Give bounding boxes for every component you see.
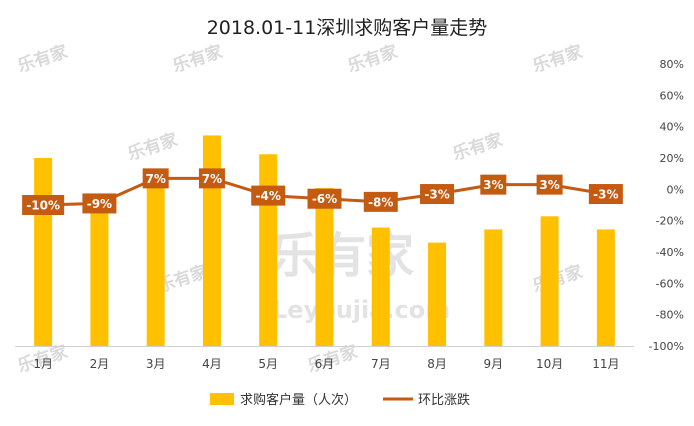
x-tick-label: 3月 bbox=[146, 357, 166, 371]
y-tick-label: 0% bbox=[667, 183, 684, 196]
data-label: -10% bbox=[26, 199, 60, 213]
watermark-logo: 乐有家 bbox=[125, 129, 180, 165]
chart-title: 2018.01-11深圳求购客户量走势 bbox=[207, 17, 488, 39]
data-label-box bbox=[82, 193, 117, 214]
x-tick-label: 1月 bbox=[33, 357, 53, 371]
bar bbox=[484, 229, 503, 346]
data-label: -3% bbox=[424, 188, 449, 202]
y-tick-label: 20% bbox=[660, 152, 684, 165]
data-label: -8% bbox=[368, 195, 393, 209]
data-label: -6% bbox=[312, 192, 337, 206]
data-label-box bbox=[588, 184, 623, 205]
legend-label-bar: 求购客户量（人次） bbox=[240, 392, 357, 408]
data-label: -9% bbox=[87, 197, 112, 211]
data-label-box bbox=[363, 191, 398, 212]
data-label: -4% bbox=[256, 189, 281, 203]
data-label: 7% bbox=[145, 172, 165, 186]
data-label-box bbox=[251, 185, 286, 206]
watermark-logo: 乐有家 bbox=[345, 41, 400, 77]
legend-swatch-bar bbox=[210, 393, 234, 405]
x-tick-label: 2月 bbox=[90, 357, 110, 371]
watermark-url: Leyoujia.com bbox=[272, 296, 450, 324]
bar bbox=[90, 203, 109, 346]
y-tick-label: -20% bbox=[656, 215, 684, 228]
line-series: -10% -9% 7% 7% -4% -6% -8% -3% 3% 3% -3% bbox=[22, 168, 623, 215]
bar bbox=[428, 242, 447, 346]
bar bbox=[202, 135, 221, 346]
x-tick-label: 5月 bbox=[258, 357, 278, 371]
bar bbox=[34, 158, 53, 346]
bar bbox=[540, 216, 559, 346]
data-label-box bbox=[420, 184, 455, 205]
y-tick-label: -80% bbox=[656, 309, 684, 322]
watermark-logo: 乐有家 bbox=[170, 41, 225, 77]
watermark-logo: 乐有家 bbox=[450, 129, 505, 165]
x-tick-label: 11月 bbox=[592, 357, 619, 371]
x-tick-label: 6月 bbox=[315, 357, 335, 371]
x-tick-label: 10月 bbox=[536, 357, 563, 371]
x-tick-label: 9月 bbox=[483, 357, 503, 371]
data-label-box bbox=[536, 174, 563, 195]
bar bbox=[315, 188, 334, 346]
y-tick-label: -100% bbox=[649, 340, 684, 353]
data-label: -3% bbox=[593, 188, 618, 202]
y-tick-label: -60% bbox=[656, 277, 684, 290]
bar bbox=[596, 229, 615, 346]
category-labels: 1月 2月 3月 4月 5月 6月 7月 8月 9月 10月 11月 bbox=[33, 357, 619, 371]
bar bbox=[259, 154, 278, 346]
watermark-logo: 乐有家 bbox=[15, 41, 70, 77]
y-tick-label: 60% bbox=[660, 89, 684, 102]
watermark-logo: 乐有家 bbox=[530, 41, 585, 77]
watermark-logo-large: 乐有家 bbox=[270, 228, 414, 284]
bar bbox=[146, 169, 165, 346]
y-tick-label: 40% bbox=[660, 121, 684, 134]
data-label: 7% bbox=[202, 172, 222, 186]
bar bbox=[371, 227, 390, 346]
right-axis-ticks: 80% 60% 40% 20% 0% -20% -40% -60% -80% -100% bbox=[649, 58, 684, 353]
x-tick-label: 4月 bbox=[202, 357, 222, 371]
data-label-box bbox=[480, 174, 507, 195]
data-label: 3% bbox=[483, 178, 503, 192]
legend: 求购客户量（人次） 环比涨跌 bbox=[210, 392, 470, 408]
y-tick-label: -40% bbox=[656, 246, 684, 259]
data-label: 3% bbox=[539, 178, 559, 192]
y-tick-label: 80% bbox=[660, 58, 684, 71]
legend-label-line: 环比涨跌 bbox=[418, 392, 470, 408]
data-label-box bbox=[142, 168, 169, 189]
x-tick-label: 8月 bbox=[427, 357, 447, 371]
bar-series bbox=[34, 135, 615, 346]
data-label-box bbox=[22, 195, 65, 215]
x-tick-label: 7月 bbox=[371, 357, 391, 371]
data-label-box bbox=[307, 188, 342, 209]
data-label-box bbox=[198, 168, 225, 189]
